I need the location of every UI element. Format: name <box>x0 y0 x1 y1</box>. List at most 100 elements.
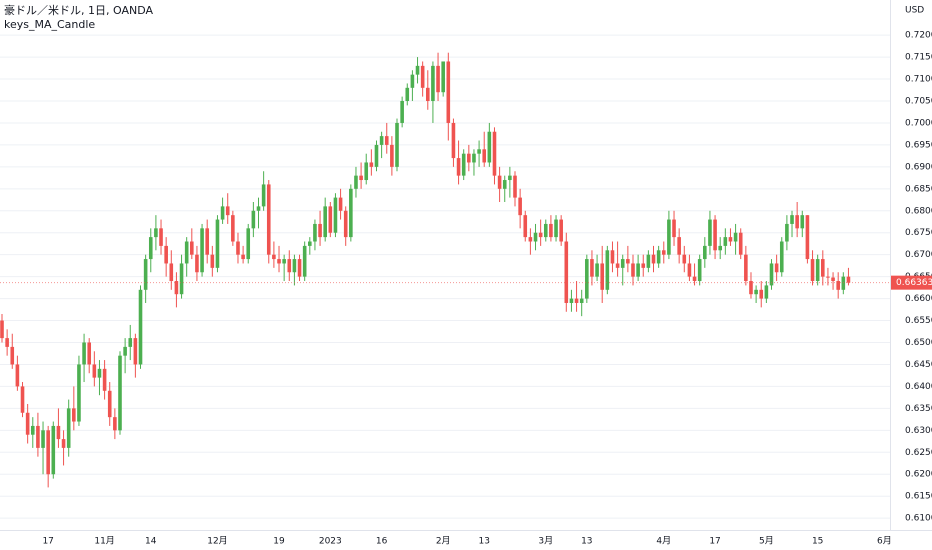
candle-body <box>646 254 651 268</box>
candle-body <box>241 254 245 260</box>
candle-body <box>302 245 307 277</box>
candle-body <box>626 259 630 264</box>
y-tick-label: 0.65500 <box>905 316 932 326</box>
candle-body <box>138 289 143 365</box>
x-tick-label: 6月 <box>877 536 892 547</box>
y-tick-label: 0.62500 <box>905 448 932 458</box>
candle-body <box>30 425 35 435</box>
candle-body <box>738 232 743 255</box>
candle-body <box>528 237 533 242</box>
candle-body <box>159 228 163 246</box>
candle-body <box>728 237 733 242</box>
y-tick-label: 0.63500 <box>905 404 932 414</box>
candle-body <box>708 219 712 246</box>
candle-body <box>590 259 594 277</box>
candle-body <box>436 65 440 93</box>
candle-body <box>631 263 635 277</box>
candle-body <box>795 215 799 229</box>
candle-body <box>308 241 312 246</box>
x-tick-label: 16 <box>376 537 388 547</box>
candle-body <box>538 232 543 238</box>
candle-body <box>333 197 338 233</box>
candle-body <box>533 232 538 242</box>
candle-body <box>461 153 466 176</box>
candle-body <box>713 219 717 251</box>
y-tick-label: 0.71500 <box>905 53 932 63</box>
x-tick-label: 19 <box>273 537 285 547</box>
candle-body <box>749 281 753 295</box>
candle-body <box>769 263 774 286</box>
chart-title: 豪ドル／米ドル, 1日, OANDA <box>4 3 153 17</box>
candle-body <box>349 188 353 238</box>
y-tick-label: 0.67500 <box>905 228 932 238</box>
candle-body <box>323 206 327 238</box>
candle-body <box>72 408 76 422</box>
x-tick-label: 14 <box>145 537 157 547</box>
candle-body <box>821 259 825 277</box>
candle-body <box>508 175 512 181</box>
x-tick-label: 13 <box>581 537 592 547</box>
candle-body <box>297 259 302 277</box>
candle-body <box>379 136 384 145</box>
candle-body <box>472 153 476 163</box>
x-tick-label: 15 <box>812 537 823 547</box>
candle-body <box>343 210 348 238</box>
candle-body <box>815 259 820 282</box>
candle-body <box>77 364 81 422</box>
x-tick-label: 3月 <box>538 536 553 547</box>
candle-body <box>0 320 4 339</box>
y-tick-label: 0.65000 <box>905 338 932 348</box>
candle-body <box>384 136 389 145</box>
candle-body <box>482 149 487 163</box>
candle-body <box>425 87 430 101</box>
candle-body <box>687 263 692 277</box>
candle-body <box>97 368 102 378</box>
candle-body <box>774 263 779 273</box>
candle-body <box>502 180 507 189</box>
x-tick-label: 12月 <box>207 536 227 547</box>
candle-body <box>410 74 415 88</box>
candle-body <box>184 241 189 264</box>
candle-body <box>251 210 256 229</box>
candle-body <box>113 417 117 431</box>
candle-body <box>390 144 394 167</box>
candle-body <box>61 439 66 448</box>
y-tick-label: 0.68500 <box>905 184 932 194</box>
candle-body <box>579 298 584 303</box>
candle-body <box>328 206 333 233</box>
x-tick-label: 2023 <box>319 537 342 547</box>
candle-body <box>759 289 764 299</box>
candle-body <box>420 65 425 88</box>
candle-body <box>359 175 363 181</box>
candle-body <box>441 61 445 93</box>
candle-body <box>569 298 574 303</box>
candle-body <box>518 197 522 216</box>
x-tick-label: 4月 <box>656 536 671 547</box>
candle-body <box>831 277 835 282</box>
candle-body <box>133 338 138 365</box>
candle-body <box>656 250 661 264</box>
candle-body <box>56 425 61 440</box>
candle-body <box>118 355 122 431</box>
candle-body <box>148 237 153 260</box>
y-tick-label: 0.72000 <box>905 31 932 41</box>
candle-body <box>338 197 343 211</box>
candle-body <box>615 263 620 268</box>
indicator-name: keys_MA_Candle <box>4 18 95 31</box>
candle-body <box>682 254 687 264</box>
candle-body <box>451 122 456 159</box>
axis-unit: USD <box>905 6 924 16</box>
candle-body <box>5 338 9 347</box>
candle-body <box>231 215 235 242</box>
candle-body <box>805 215 810 260</box>
candle-body <box>431 65 435 101</box>
candle-body <box>36 425 40 448</box>
candle-body <box>256 206 261 211</box>
candle-body <box>651 254 656 264</box>
candle-body <box>169 263 174 282</box>
y-tick-label: 0.61000 <box>905 514 932 524</box>
candle-body <box>826 276 830 278</box>
candle-body <box>123 346 127 356</box>
